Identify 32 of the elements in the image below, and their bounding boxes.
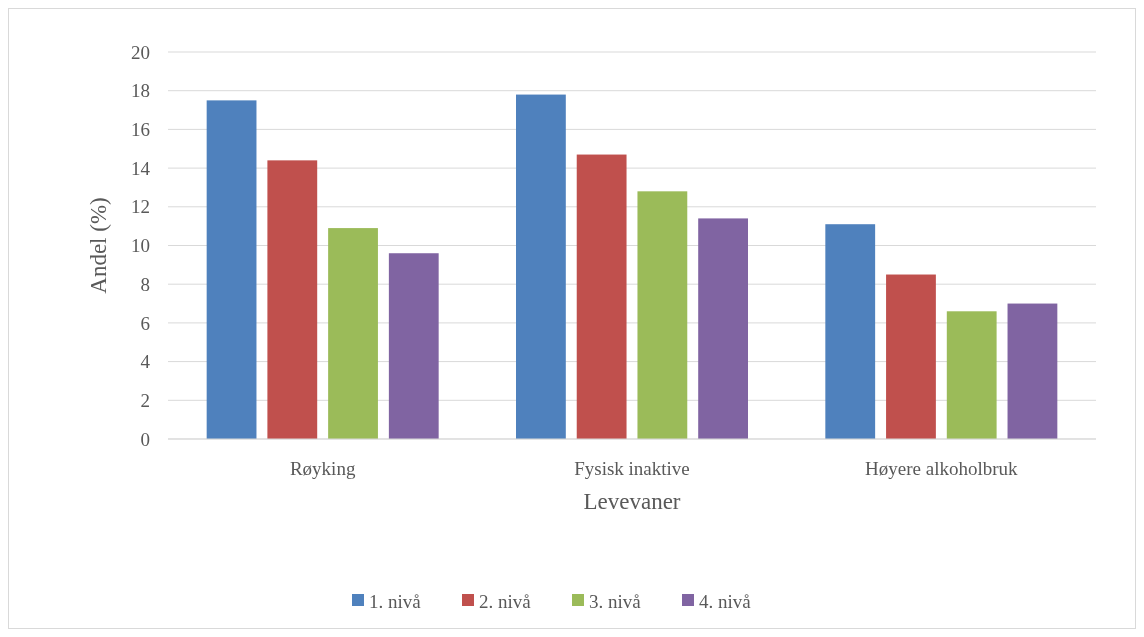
bar <box>1007 303 1058 439</box>
legend-label: 1. nivå <box>369 590 422 612</box>
bar <box>206 100 257 439</box>
y-tick-label: 4 <box>140 351 151 373</box>
x-axis-title: Levevaner <box>583 489 681 514</box>
y-tick-label: 0 <box>140 428 150 450</box>
y-axis-title: Andel (%) <box>86 197 111 294</box>
bar <box>886 274 936 439</box>
y-tick-label: 12 <box>131 196 150 218</box>
y-tick-label: 20 <box>131 41 150 63</box>
bar <box>576 154 627 439</box>
y-tick-label: 2 <box>140 389 150 411</box>
x-tick-label: Høyere alkoholbruk <box>865 458 1019 479</box>
x-tick-label: Røyking <box>289 458 356 479</box>
bar <box>946 311 997 439</box>
bar <box>388 253 439 439</box>
bar <box>328 228 378 439</box>
y-tick-label: 14 <box>131 157 151 179</box>
bar <box>516 94 566 439</box>
y-tick-label: 6 <box>140 312 150 334</box>
y-tick-label: 8 <box>140 273 150 295</box>
legend-label: 3. nivå <box>589 590 642 612</box>
y-tick-label: 10 <box>131 235 150 257</box>
bar <box>825 224 876 439</box>
y-tick-label: 16 <box>131 119 150 141</box>
bar <box>637 191 688 439</box>
legend-label: 4. nivå <box>699 590 752 612</box>
bar <box>698 218 748 439</box>
x-tick-label: Fysisk inaktive <box>574 458 690 479</box>
y-tick-label: 18 <box>131 80 150 102</box>
bar <box>267 160 318 439</box>
legend-label: 2. nivå <box>479 590 532 612</box>
